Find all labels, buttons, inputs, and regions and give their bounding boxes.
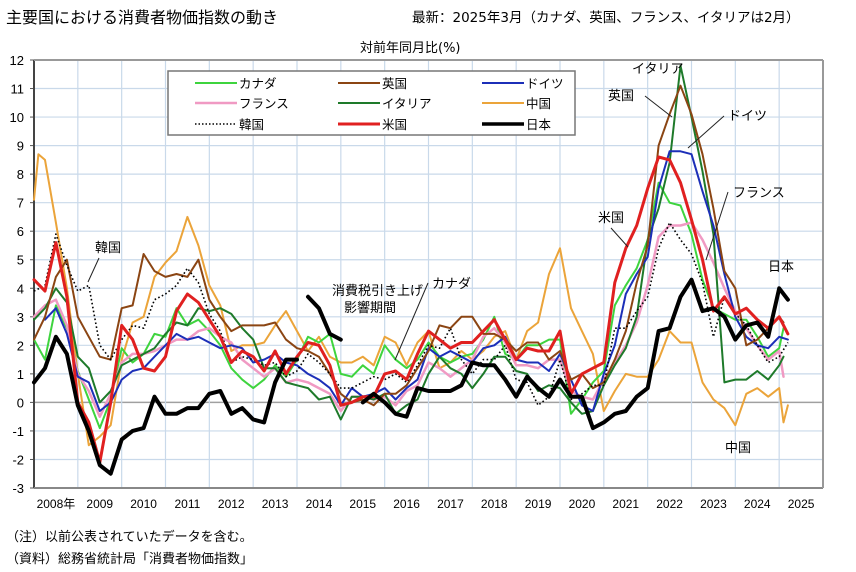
annotation-label: フランス: [733, 186, 785, 201]
annotation-label: 影響期間: [344, 300, 396, 316]
annotation-label: 英国: [608, 89, 634, 104]
x-tick-label: 2018: [481, 497, 508, 511]
series-line-日本: [32, 277, 790, 476]
y-tick-label: 8: [17, 167, 24, 182]
x-tick-label: 2016: [393, 497, 420, 511]
y-tick-label: -2: [12, 452, 24, 467]
x-tick-label: 2015: [349, 497, 376, 511]
x-tick-label: 2013: [262, 497, 289, 511]
latest-period-note: 最新：2025年3月（カナダ、英国、フランス、イタリアは2月）: [412, 10, 800, 26]
y-tick-label: 9: [17, 139, 24, 154]
annotation-leader-line: [610, 227, 629, 248]
legend-label-米国: 米国: [382, 117, 407, 132]
annotation-label: ドイツ: [728, 109, 767, 124]
series-line-中国: [33, 153, 789, 447]
legend-label-イタリア: イタリア: [382, 96, 432, 111]
annotation-label: 米国: [598, 211, 624, 226]
annotation-label: カナダ: [432, 277, 471, 292]
x-tick-label: 2009: [86, 497, 113, 511]
x-tick-label: 2017: [437, 497, 464, 511]
legend-label-日本: 日本: [526, 117, 552, 132]
source-note: （資料）総務省統計局「消費者物価指数」: [6, 552, 254, 567]
legend-label-ドイツ: ドイツ: [526, 76, 564, 91]
legend-label-韓国: 韓国: [239, 117, 264, 132]
series-lines: [32, 64, 790, 476]
legend-label-英国: 英国: [382, 76, 407, 91]
annotation-leader-line: [687, 115, 725, 149]
annotation-leader-line: [644, 95, 673, 118]
y-tick-label: 2: [17, 338, 24, 353]
series-line-韓国: [33, 221, 789, 407]
y-tick-label: 4: [17, 281, 24, 296]
x-tick-label: 2019: [525, 497, 552, 511]
x-tick-label: 2008年: [37, 497, 76, 511]
x-tick-label: 2020: [569, 497, 596, 511]
y-tick-label: 1: [17, 367, 24, 382]
y-tick-label: 10: [10, 110, 24, 125]
series-line-米国: [32, 155, 790, 464]
x-tick-label: 2012: [218, 497, 245, 511]
annotation-label: 韓国: [95, 241, 121, 256]
x-tick-label: 2010: [130, 497, 157, 511]
annotation-label: 中国: [725, 441, 751, 456]
y-tick-label: 0: [17, 395, 24, 410]
x-tick-label: 2023: [700, 497, 727, 511]
x-tick-label: 2025: [788, 497, 815, 511]
y-tick-label: 7: [17, 196, 24, 211]
y-tick-label: 11: [11, 82, 25, 97]
page-title: 主要国における消費者物価指数の動き: [6, 8, 279, 27]
y-tick-label: 12: [10, 53, 24, 68]
annotation-leader-line: [87, 257, 100, 283]
legend-label-フランス: フランス: [239, 96, 289, 111]
footnote: （注）以前公表されていたデータを含む。: [6, 530, 253, 545]
y-tick-label: 5: [17, 253, 24, 268]
x-tick-label: 2022: [656, 497, 683, 511]
legend-label-中国: 中国: [526, 96, 551, 111]
annotation-label: イタリア: [632, 62, 683, 77]
x-tick-label: 2011: [175, 497, 201, 511]
series-line-英国: [33, 84, 785, 407]
annotation-label: 消費税引き上げ: [332, 284, 423, 299]
series-line-フランス: [32, 221, 785, 418]
x-tick-label: 2021: [612, 497, 639, 511]
y-tick-label: 3: [17, 310, 24, 325]
y-tick-label: 6: [17, 224, 24, 239]
legend-label-カナダ: カナダ: [239, 76, 277, 91]
x-tick-label: 2014: [306, 497, 333, 511]
x-tick-label: 2024: [744, 497, 771, 511]
y-tick-label: -1: [12, 424, 24, 439]
gridlines: [34, 59, 823, 489]
annotation-leader-line: [705, 191, 729, 261]
y-axis-unit-label: 対前年同月比(%): [360, 41, 461, 56]
annotation-label: 日本: [768, 260, 794, 275]
y-tick-label: -3: [12, 481, 24, 496]
annotation-leader-line: [394, 282, 429, 361]
